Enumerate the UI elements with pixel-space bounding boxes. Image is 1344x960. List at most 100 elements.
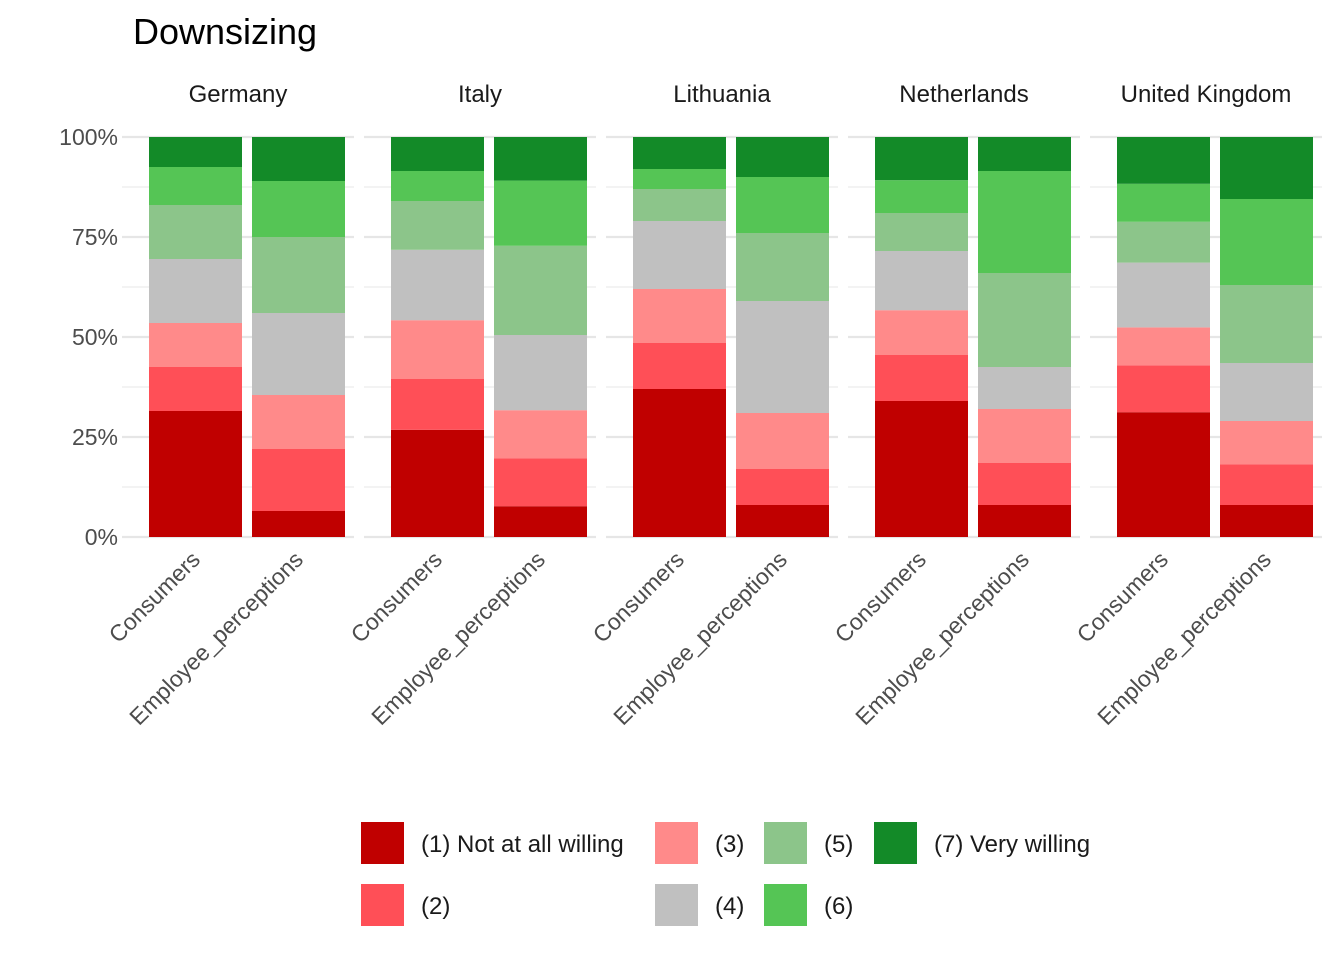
- legend-swatch: [764, 884, 807, 926]
- bar-segment: [149, 259, 242, 323]
- bar-segment: [736, 301, 829, 413]
- bar-segment: [252, 511, 345, 537]
- bar-segment: [494, 137, 587, 181]
- bar-segment: [736, 177, 829, 233]
- legend-swatch: [874, 822, 917, 864]
- bar-segment: [494, 180, 587, 246]
- legend-label: (3): [715, 831, 744, 858]
- bar-segment: [494, 458, 587, 507]
- bar-segment: [633, 221, 726, 289]
- bar-segment: [252, 313, 345, 395]
- bar-segment: [978, 463, 1071, 505]
- legend-item: (7) Very willing: [874, 822, 1090, 864]
- bar-segment: [391, 171, 484, 201]
- x-tick-label: Consumers: [345, 546, 447, 648]
- bar-segment: [1117, 365, 1210, 413]
- bar-segment: [1117, 327, 1210, 366]
- legend-label: (7) Very willing: [934, 831, 1090, 858]
- bar-segment: [1220, 199, 1313, 285]
- bar-segment: [978, 137, 1071, 171]
- x-tick-label: Employee_perceptions: [366, 546, 550, 730]
- bar-segment: [875, 310, 968, 355]
- bar-segment: [1220, 363, 1313, 421]
- bar-segment: [252, 237, 345, 313]
- bar-segment: [978, 505, 1071, 537]
- legend-label: (2): [421, 893, 450, 920]
- bar-segment: [391, 429, 484, 537]
- bar-segment: [736, 469, 829, 505]
- bar-segment: [149, 205, 242, 259]
- bar-segment: [252, 137, 345, 181]
- bar-segment: [633, 343, 726, 389]
- plot-area: 0%25%50%75%100%GermanyConsumersEmployee_…: [59, 81, 1322, 730]
- legend-swatch: [764, 822, 807, 864]
- bar-segment: [252, 395, 345, 449]
- bar-segment: [1117, 137, 1210, 184]
- bar-segment: [1117, 221, 1210, 263]
- bar-segment: [1117, 183, 1210, 222]
- bar-segment: [391, 201, 484, 250]
- facet-label: Netherlands: [899, 81, 1028, 108]
- x-tick-label: Consumers: [1071, 546, 1173, 648]
- bar-segment: [736, 137, 829, 177]
- bar-segment: [1117, 412, 1210, 537]
- bar-segment: [1220, 464, 1313, 505]
- bar-segment: [494, 410, 587, 459]
- x-tick-label: Employee_perceptions: [608, 546, 792, 730]
- x-tick-label: Employee_perceptions: [124, 546, 308, 730]
- bar-segment: [149, 367, 242, 411]
- bar-segment: [633, 289, 726, 343]
- bar-segment: [149, 167, 242, 205]
- bar-segment: [149, 411, 242, 537]
- legend-item: (5): [764, 822, 853, 864]
- bar-segment: [978, 273, 1071, 367]
- bar-segment: [978, 409, 1071, 463]
- bar-segment: [391, 137, 484, 171]
- bar-segment: [1117, 262, 1210, 328]
- bar-segment: [978, 367, 1071, 409]
- legend: (1) Not at all willing (2) (3) (4) (5) (6) (7)…: [361, 822, 1090, 926]
- bar-segment: [1220, 505, 1313, 537]
- legend-item: (6): [764, 884, 853, 926]
- bar-segment: [633, 189, 726, 221]
- legend-label: (6): [824, 893, 853, 920]
- y-tick-label: 100%: [59, 124, 118, 150]
- y-tick-label: 75%: [72, 224, 118, 250]
- bar-segment: [391, 249, 484, 321]
- legend-label: (4): [715, 893, 744, 920]
- bar-segment: [633, 137, 726, 169]
- facet-label: United Kingdom: [1121, 81, 1292, 108]
- legend-swatch: [361, 884, 404, 926]
- bar-segment: [1220, 421, 1313, 465]
- facet-label: Lithuania: [673, 81, 771, 108]
- bar-segment: [149, 323, 242, 367]
- legend-swatch: [361, 822, 404, 864]
- bar-segment: [736, 233, 829, 301]
- bar-segment: [736, 413, 829, 469]
- bar-segment: [875, 401, 968, 537]
- legend-item: (3): [655, 822, 744, 864]
- bar-segment: [978, 171, 1071, 273]
- bar-segment: [875, 355, 968, 401]
- legend-item: (1) Not at all willing: [361, 822, 624, 864]
- bar-segment: [494, 245, 587, 335]
- y-tick-label: 50%: [72, 324, 118, 350]
- bar-segment: [875, 137, 968, 181]
- bar-segment: [149, 137, 242, 167]
- bar-segment: [875, 213, 968, 251]
- legend-label: (1) Not at all willing: [421, 831, 624, 858]
- bar-segment: [633, 169, 726, 189]
- bar-segment: [1220, 285, 1313, 363]
- bar-segment: [875, 180, 968, 213]
- bar-segment: [252, 449, 345, 511]
- x-tick-label: Consumers: [103, 546, 205, 648]
- bar-segment: [875, 251, 968, 311]
- x-tick-label: Employee_perceptions: [850, 546, 1034, 730]
- y-tick-label: 25%: [72, 424, 118, 450]
- bar-segment: [391, 379, 484, 430]
